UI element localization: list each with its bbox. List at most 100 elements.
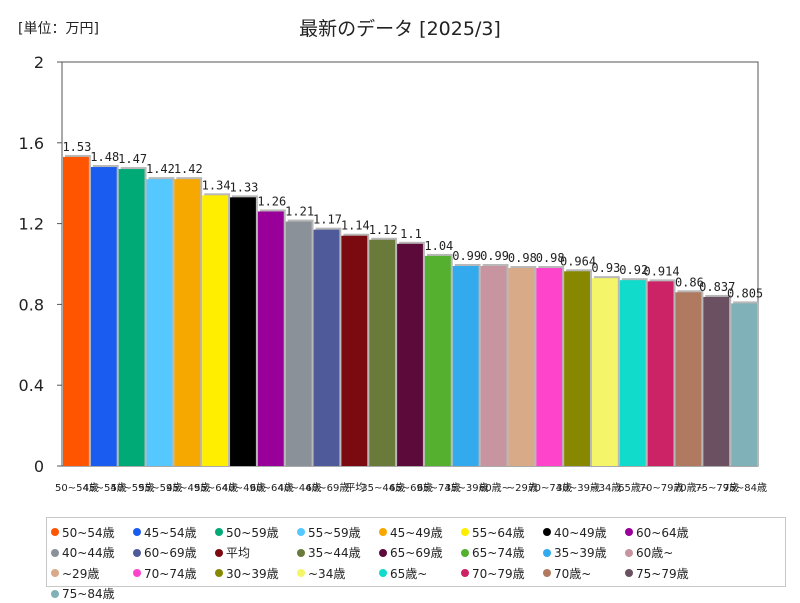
- legend-label: 75~79歳: [636, 566, 689, 581]
- legend-swatch: [543, 528, 551, 536]
- data-label: 0.805: [727, 286, 763, 300]
- data-label: 1.12: [369, 223, 398, 237]
- legend-label: 55~59歳: [308, 525, 361, 540]
- legend-item: 45~49歳: [379, 523, 461, 542]
- legend-swatch: [461, 528, 469, 536]
- legend-label: 70歳~: [554, 566, 592, 581]
- legend-swatch: [543, 569, 551, 577]
- legend-swatch: [379, 528, 387, 536]
- legend-label: 30~39歳: [226, 566, 279, 581]
- legend-item: 70歳~: [543, 564, 625, 583]
- legend-item: 60~69歳: [133, 543, 215, 562]
- legend-swatch: [297, 548, 305, 557]
- legend-swatch: [379, 569, 387, 577]
- legend-item: 60歳~: [625, 543, 707, 562]
- bar: [591, 278, 618, 466]
- legend-item: 70~74歳: [133, 564, 215, 583]
- legend-item: 50~54歳: [51, 523, 133, 542]
- y-tick-label: 1.2: [19, 215, 44, 234]
- legend-swatch: [51, 569, 59, 577]
- legend-item: 75~84歳: [51, 584, 133, 603]
- legend-label: 40~44歳: [62, 546, 115, 560]
- legend-swatch: [543, 548, 551, 557]
- legend-item: 70~79歳: [461, 564, 543, 583]
- data-label: 1.42: [146, 162, 175, 176]
- legend-swatch: [461, 548, 469, 557]
- x-tick-label: 70歳~: [674, 482, 705, 494]
- y-tick-label: 1.6: [19, 134, 44, 153]
- legend-label: 75~84歳: [62, 587, 115, 601]
- x-tick-label: 65歳~: [618, 482, 649, 494]
- x-tick-label: 50~59歳: [111, 482, 155, 494]
- legend-swatch: [133, 528, 141, 536]
- legend-item: 35~39歳: [543, 543, 625, 562]
- bar: [230, 197, 256, 466]
- legend-label: 40~49歳: [554, 525, 607, 540]
- legend-item: 55~59歳: [297, 523, 379, 542]
- data-label: 0.98: [536, 251, 565, 265]
- data-label: 0.99: [452, 249, 481, 263]
- legend-item: 45~54歳: [133, 523, 215, 542]
- chart-title: 最新のデータ [2025/3]: [299, 18, 501, 40]
- bar-chart: 0 0.4 0.8 1.2 1.6 2 1.53 50~54歳 1.48 45~54歳 1.47 5…: [19, 53, 767, 494]
- y-tick-label: 0: [34, 457, 44, 476]
- x-tick-label: 75~84歳: [723, 482, 767, 494]
- x-tick-label: 35~39歳: [445, 482, 489, 494]
- y-tick-label: 0.8: [19, 295, 44, 314]
- x-tick-label: 35~44歳: [361, 482, 405, 494]
- legend-item: 65歳~: [379, 564, 461, 583]
- legend-label: 65~74歳: [472, 546, 525, 560]
- x-tick-label: 40~44歳: [278, 482, 322, 494]
- data-label: 0.914: [643, 264, 679, 278]
- legend-swatch: [51, 589, 59, 598]
- x-tick-label: 60歳~: [479, 482, 510, 494]
- legend-item: 55~64歳: [461, 523, 543, 542]
- x-tick-label: 70~74歳: [528, 482, 572, 494]
- chart-legend: 50~54歳 45~54歳 50~59歳 55~59歳 45~49歳 55~64歳 40~4…: [46, 517, 786, 601]
- legend-item: 50~59歳: [215, 523, 297, 542]
- x-tick-label: 75~79歳: [695, 482, 739, 494]
- bar: [174, 179, 201, 466]
- legend-item: 60~64歳: [625, 523, 707, 542]
- x-tick-label: 45~54歳: [83, 482, 127, 494]
- legend-swatch: [51, 528, 59, 536]
- bar: [452, 266, 479, 466]
- data-label: 1.21: [285, 205, 314, 219]
- legend-swatch: [215, 569, 223, 577]
- legend-label: 60~64歳: [636, 525, 689, 540]
- bar: [731, 303, 757, 466]
- data-label: 0.92: [619, 263, 648, 277]
- legend-label: 35~44歳: [308, 546, 361, 560]
- data-label: 0.964: [560, 254, 596, 268]
- legend-item: ~29歳: [51, 564, 133, 583]
- bar: [703, 296, 730, 466]
- x-tick-label: 65~74歳: [417, 482, 461, 494]
- y-tick-label: 2: [34, 53, 44, 72]
- legend-swatch: [625, 528, 633, 536]
- bar: [285, 221, 312, 466]
- bar: [564, 271, 590, 466]
- legend-label: 70~79歳: [472, 566, 525, 581]
- data-label: 1.14: [341, 219, 370, 233]
- legend-swatch: [215, 548, 223, 557]
- legend-swatch: [51, 548, 59, 557]
- bar: [341, 235, 368, 466]
- legend-label: 70~74歳: [144, 566, 197, 581]
- legend-label: 50~59歳: [226, 525, 279, 540]
- legend-item: 30~39歳: [215, 564, 297, 583]
- data-label: 0.86: [675, 275, 704, 289]
- data-label: 1.26: [257, 194, 286, 208]
- bar: [536, 268, 563, 466]
- bar: [675, 292, 702, 466]
- legend-label: ~34歳: [308, 566, 346, 581]
- legend-label: 60~69歳: [144, 546, 197, 560]
- legend-label: 60歳~: [636, 546, 674, 560]
- bar: [369, 239, 396, 466]
- x-tick-label: 65~69歳: [389, 482, 433, 494]
- legend-label: 35~39歳: [554, 546, 607, 560]
- x-tick-label: 40~49歳: [222, 482, 266, 494]
- unit-label: [単位：万円]: [18, 21, 99, 37]
- x-tick-label: 70~79歳: [640, 482, 684, 494]
- x-tick-label: ~29歳: [507, 482, 538, 494]
- legend-label: 65~69歳: [390, 546, 443, 560]
